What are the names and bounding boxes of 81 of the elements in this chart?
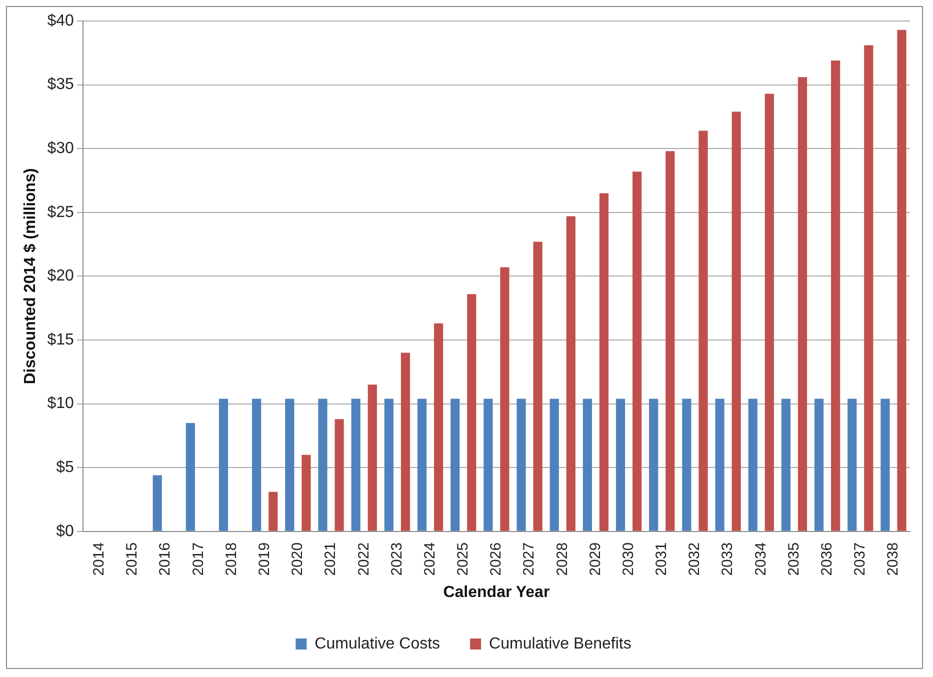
bar bbox=[516, 398, 526, 531]
x-tick-label: 2029 bbox=[586, 542, 604, 576]
bar bbox=[848, 398, 857, 531]
bar bbox=[649, 398, 658, 531]
legend-label: Cumulative Costs bbox=[314, 635, 440, 652]
bar bbox=[252, 398, 262, 531]
x-tick-label: 2037 bbox=[852, 542, 869, 576]
y-tick-label: $0 bbox=[56, 522, 74, 540]
x-tick-label: 2014 bbox=[90, 542, 108, 576]
bar bbox=[318, 398, 328, 531]
x-tick-label: 2026 bbox=[488, 542, 505, 576]
bar bbox=[897, 30, 906, 531]
bar bbox=[682, 398, 692, 531]
bar bbox=[450, 398, 460, 531]
bar bbox=[285, 398, 294, 531]
x-tick-label: 2034 bbox=[752, 542, 770, 576]
y-tick-label: $5 bbox=[56, 459, 74, 476]
bar bbox=[781, 398, 790, 531]
bar bbox=[698, 130, 708, 531]
bar bbox=[632, 172, 642, 531]
x-axis-title: Calendar Year bbox=[443, 584, 550, 601]
x-tick-label: 2016 bbox=[156, 542, 174, 576]
y-tick-label: $35 bbox=[47, 76, 74, 94]
x-tick-label: 2022 bbox=[355, 542, 372, 576]
y-axis-title: Discounted 2014 $ (millions) bbox=[22, 168, 40, 384]
x-tick-label: 2020 bbox=[289, 542, 306, 576]
x-tick-label: 2021 bbox=[322, 542, 340, 576]
bar bbox=[268, 492, 278, 531]
bar bbox=[566, 216, 576, 531]
x-tick-label: 2019 bbox=[256, 542, 273, 576]
bar bbox=[434, 323, 444, 531]
x-tick-label: 2023 bbox=[388, 542, 406, 576]
bar bbox=[550, 398, 559, 531]
bar bbox=[715, 398, 724, 531]
bar bbox=[368, 384, 377, 531]
x-tick-label: 2024 bbox=[421, 542, 438, 576]
y-tick-label: $15 bbox=[47, 331, 74, 348]
bar bbox=[666, 151, 675, 531]
bar bbox=[417, 398, 427, 531]
x-tick-label: 2033 bbox=[719, 542, 736, 576]
bar bbox=[831, 60, 840, 531]
x-tick-label: 2017 bbox=[190, 542, 207, 576]
y-tick-label: $40 bbox=[47, 12, 74, 30]
bar bbox=[764, 94, 774, 531]
bar bbox=[880, 398, 890, 531]
x-tick-label: 2031 bbox=[653, 542, 670, 576]
x-tick-label: 2025 bbox=[454, 542, 472, 576]
y-tick-label: $20 bbox=[47, 268, 74, 285]
bar bbox=[400, 352, 410, 531]
bar bbox=[748, 398, 758, 531]
x-tick-label: 2027 bbox=[520, 542, 538, 576]
x-tick-label: 2018 bbox=[222, 542, 240, 576]
bar bbox=[218, 398, 228, 531]
x-tick-label: 2030 bbox=[620, 542, 637, 576]
bar bbox=[152, 475, 162, 531]
bar bbox=[599, 193, 609, 531]
y-tick-label: $30 bbox=[47, 140, 74, 158]
x-tick-label: 2015 bbox=[124, 542, 141, 576]
bar bbox=[864, 45, 874, 531]
bar bbox=[302, 454, 311, 531]
y-tick-label: $10 bbox=[47, 395, 74, 412]
bar bbox=[616, 398, 626, 531]
x-tick-label: 2032 bbox=[686, 542, 704, 576]
bar bbox=[384, 398, 394, 531]
x-tick-label: 2035 bbox=[785, 542, 802, 576]
bar bbox=[533, 242, 542, 531]
bar bbox=[186, 422, 195, 531]
bar bbox=[582, 398, 592, 531]
bar bbox=[351, 398, 360, 531]
bar bbox=[814, 398, 824, 531]
bar bbox=[732, 112, 741, 531]
bar bbox=[484, 398, 493, 531]
x-tick-label: 2028 bbox=[554, 542, 571, 576]
bar bbox=[467, 294, 476, 531]
x-tick-label: 2036 bbox=[818, 542, 836, 576]
y-tick-label: $25 bbox=[47, 204, 74, 221]
legend-label: Cumulative Benefits bbox=[489, 635, 632, 652]
bar bbox=[500, 267, 510, 531]
bar bbox=[798, 77, 808, 531]
x-tick-label: 2038 bbox=[884, 542, 902, 576]
bar bbox=[334, 419, 344, 531]
